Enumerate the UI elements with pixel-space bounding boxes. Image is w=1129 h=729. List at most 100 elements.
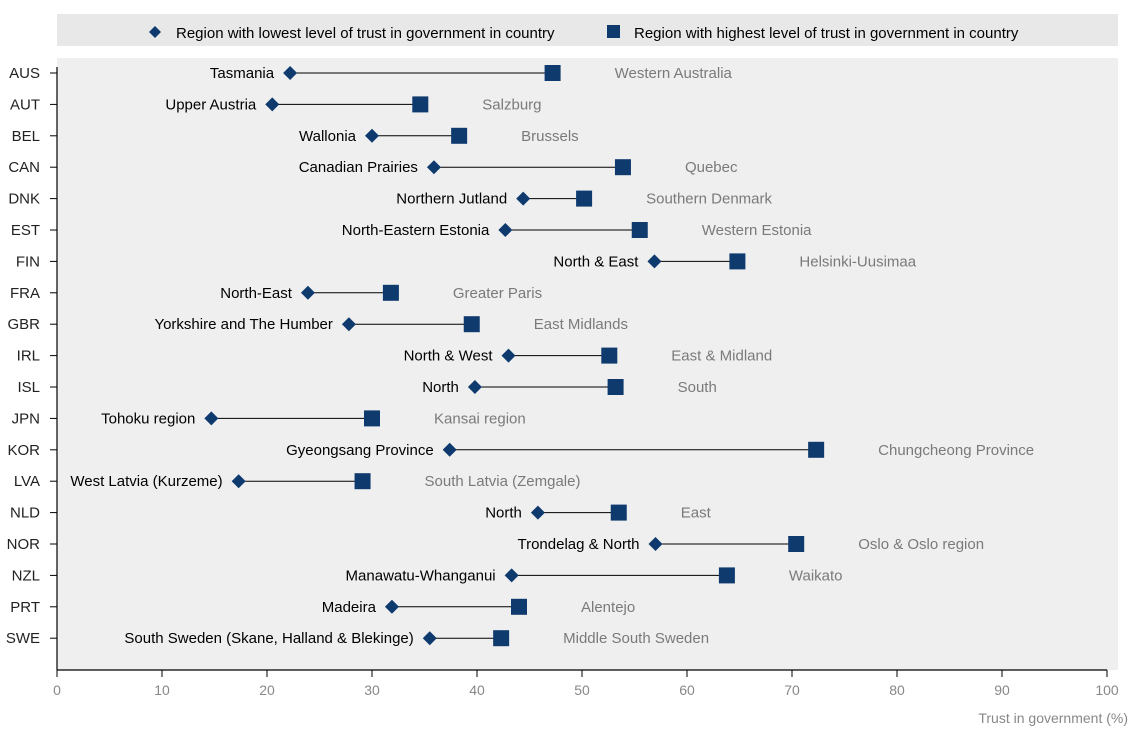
high-marker bbox=[729, 253, 746, 270]
low-marker bbox=[283, 66, 298, 80]
low-region-label: Yorkshire and The Humber bbox=[154, 316, 332, 333]
high-region-label: South Latvia (Zemgale) bbox=[425, 473, 581, 490]
x-tick-label: 20 bbox=[259, 682, 275, 698]
low-marker bbox=[341, 317, 356, 332]
row-gbr: GBR Yorkshire and The Humber East Midlands bbox=[7, 316, 628, 333]
low-region-label: Gyeongsang Province bbox=[286, 442, 434, 459]
low-region-label: Upper Austria bbox=[165, 96, 257, 113]
high-region-label: Southern Denmark bbox=[646, 191, 772, 208]
country-label: SWE bbox=[6, 630, 40, 647]
legend: Region with lowest level of trust in gov… bbox=[57, 14, 1118, 46]
x-axis-title: Trust in government (%) bbox=[978, 710, 1128, 726]
x-tick-label: 10 bbox=[154, 682, 170, 698]
rows-layer: AUS Tasmania Western Australia AUT Upper Aus… bbox=[6, 65, 1034, 647]
high-region-label: Quebec bbox=[685, 159, 738, 176]
country-label: LVA bbox=[14, 473, 40, 490]
row-dnk: DNK Northern Jutland Southern Denmark bbox=[8, 190, 772, 208]
high-region-label: Helsinki-Uusimaa bbox=[799, 253, 916, 270]
country-label: FIN bbox=[16, 253, 40, 270]
x-tick-label: 100 bbox=[1095, 682, 1119, 698]
high-marker bbox=[607, 379, 624, 395]
row-est: EST North-Eastern Estonia Western Estonia bbox=[11, 222, 812, 239]
high-region-label: Kansai region bbox=[434, 410, 526, 427]
high-marker bbox=[788, 536, 805, 552]
row-can: CAN Canadian Prairies Quebec bbox=[8, 159, 738, 176]
high-marker bbox=[808, 441, 825, 458]
low-marker bbox=[530, 505, 545, 520]
x-tick-label: 50 bbox=[574, 682, 590, 698]
country-label: EST bbox=[11, 222, 40, 239]
high-marker bbox=[412, 96, 429, 113]
x-tick-label: 40 bbox=[469, 682, 485, 698]
low-marker bbox=[467, 380, 482, 394]
low-region-label: North-East bbox=[220, 285, 293, 302]
x-tick-label: 60 bbox=[679, 682, 695, 698]
row-nzl: NZL Manawatu-Whanganui Waikato bbox=[12, 567, 843, 584]
high-region-label: Waikato bbox=[789, 567, 843, 584]
low-marker bbox=[422, 631, 437, 646]
low-marker bbox=[648, 537, 663, 551]
country-label: ISL bbox=[17, 379, 40, 396]
high-region-label: Chungcheong Province bbox=[878, 442, 1034, 459]
high-region-label: Salzburg bbox=[482, 96, 541, 113]
low-region-label: Tasmania bbox=[210, 65, 275, 82]
low-marker bbox=[516, 191, 531, 206]
low-marker bbox=[647, 254, 662, 269]
high-region-label: South bbox=[678, 379, 717, 396]
low-marker bbox=[365, 128, 379, 143]
high-marker bbox=[451, 127, 468, 144]
x-tick-label: 70 bbox=[784, 682, 800, 698]
low-region-label: Manawatu-Whanganui bbox=[346, 567, 496, 584]
high-marker bbox=[364, 410, 380, 427]
country-label: AUT bbox=[10, 96, 40, 113]
legend-high-label: Region with highest level of trust in go… bbox=[634, 25, 1019, 42]
high-region-label: Alentejo bbox=[581, 599, 635, 616]
country-label: NLD bbox=[10, 505, 40, 522]
low-region-label: Trondelag & North bbox=[517, 536, 639, 553]
country-label: KOR bbox=[7, 442, 40, 459]
high-region-label: Brussels bbox=[521, 128, 579, 145]
low-region-label: Canadian Prairies bbox=[299, 159, 418, 176]
high-marker bbox=[493, 630, 510, 647]
country-label: FRA bbox=[10, 285, 40, 302]
low-region-label: North bbox=[485, 505, 522, 522]
low-region-label: Madeira bbox=[322, 599, 377, 616]
high-region-label: East & Midland bbox=[671, 348, 772, 365]
row-prt: PRT Madeira Alentejo bbox=[10, 598, 635, 616]
row-aut: AUT Upper Austria Salzburg bbox=[10, 96, 542, 113]
legend-low-label: Region with lowest level of trust in gov… bbox=[176, 25, 555, 42]
x-tick-label: 30 bbox=[364, 682, 380, 698]
low-region-label: Wallonia bbox=[299, 128, 357, 145]
low-region-label: Northern Jutland bbox=[396, 191, 507, 208]
low-region-label: North bbox=[422, 379, 459, 396]
high-region-label: Middle South Sweden bbox=[563, 630, 709, 647]
country-label: AUS bbox=[9, 65, 40, 82]
row-isl: ISL North South bbox=[17, 379, 717, 396]
low-region-label: North-Eastern Estonia bbox=[342, 222, 490, 239]
high-region-label: Western Estonia bbox=[702, 222, 812, 239]
high-marker bbox=[718, 567, 735, 584]
high-marker bbox=[631, 222, 648, 238]
low-marker bbox=[501, 348, 516, 363]
country-label: DNK bbox=[8, 191, 40, 208]
high-marker bbox=[463, 316, 480, 333]
row-fra: FRA North-East Greater Paris bbox=[10, 284, 542, 302]
row-jpn: JPN Tohoku region Kansai region bbox=[12, 410, 526, 427]
low-region-label: South Sweden (Skane, Halland & Blekinge) bbox=[124, 630, 413, 647]
high-region-label: Greater Paris bbox=[453, 285, 542, 302]
high-marker bbox=[354, 473, 371, 490]
country-label: GBR bbox=[7, 316, 40, 333]
low-marker bbox=[300, 285, 315, 300]
legend-background bbox=[57, 14, 1118, 46]
row-fin: FIN North & East Helsinki-Uusimaa bbox=[16, 253, 917, 270]
high-marker bbox=[576, 190, 593, 207]
country-label: JPN bbox=[12, 410, 40, 427]
high-marker bbox=[601, 347, 618, 364]
low-marker bbox=[384, 599, 399, 614]
low-marker bbox=[504, 568, 519, 583]
low-region-label: Tohoku region bbox=[101, 410, 195, 427]
row-lva: LVA West Latvia (Kurzeme) South Latvia (Ze… bbox=[14, 473, 581, 490]
low-marker bbox=[442, 442, 457, 457]
high-marker bbox=[614, 159, 631, 176]
